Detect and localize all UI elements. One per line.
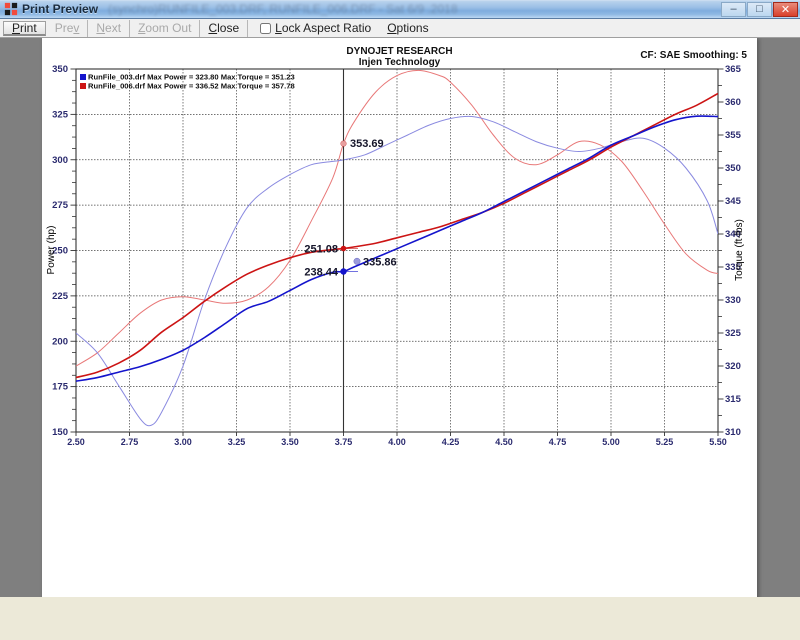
svg-text:5.50: 5.50 — [709, 437, 727, 447]
svg-text:238.44: 238.44 — [304, 267, 339, 279]
svg-text:RunFile_003.drf Max Power = 32: RunFile_003.drf Max Power = 323.80 Max T… — [88, 73, 295, 82]
svg-text:4.25: 4.25 — [442, 437, 460, 447]
svg-text:150: 150 — [52, 427, 68, 438]
svg-text:320: 320 — [725, 361, 741, 372]
svg-text:251.08: 251.08 — [304, 244, 338, 256]
svg-text:350: 350 — [725, 163, 741, 174]
svg-text:4.50: 4.50 — [495, 437, 513, 447]
svg-text:365: 365 — [725, 64, 742, 75]
svg-text:345: 345 — [725, 196, 742, 207]
svg-text:315: 315 — [725, 394, 742, 405]
svg-text:275: 275 — [52, 200, 69, 211]
svg-text:2.50: 2.50 — [67, 437, 85, 447]
svg-text:RunFile_006.drf Max Power = 33: RunFile_006.drf Max Power = 336.52 Max T… — [88, 82, 295, 91]
svg-text:Torque (ft-lbs): Torque (ft-lbs) — [734, 219, 745, 281]
svg-text:335.86: 335.86 — [363, 256, 397, 268]
svg-text:3.00: 3.00 — [174, 437, 192, 447]
svg-text:5.25: 5.25 — [656, 437, 674, 447]
svg-text:360: 360 — [725, 97, 741, 108]
svg-text:175: 175 — [52, 382, 69, 393]
svg-text:353.69: 353.69 — [350, 138, 384, 150]
svg-text:350: 350 — [52, 64, 68, 75]
svg-text:5.00: 5.00 — [602, 437, 620, 447]
svg-text:225: 225 — [52, 291, 69, 302]
svg-text:3.50: 3.50 — [281, 437, 299, 447]
svg-text:Power (hp): Power (hp) — [46, 226, 57, 275]
svg-text:325: 325 — [725, 328, 742, 339]
svg-text:325: 325 — [52, 109, 69, 120]
svg-text:4.00: 4.00 — [388, 437, 406, 447]
svg-text:310: 310 — [725, 427, 741, 438]
svg-text:300: 300 — [52, 155, 68, 166]
svg-text:355: 355 — [725, 130, 742, 141]
svg-text:3.25: 3.25 — [228, 437, 246, 447]
svg-text:3.75: 3.75 — [335, 437, 353, 447]
svg-text:4.75: 4.75 — [549, 437, 567, 447]
svg-text:200: 200 — [52, 336, 68, 347]
svg-text:2.75: 2.75 — [121, 437, 139, 447]
svg-text:330: 330 — [725, 295, 741, 306]
